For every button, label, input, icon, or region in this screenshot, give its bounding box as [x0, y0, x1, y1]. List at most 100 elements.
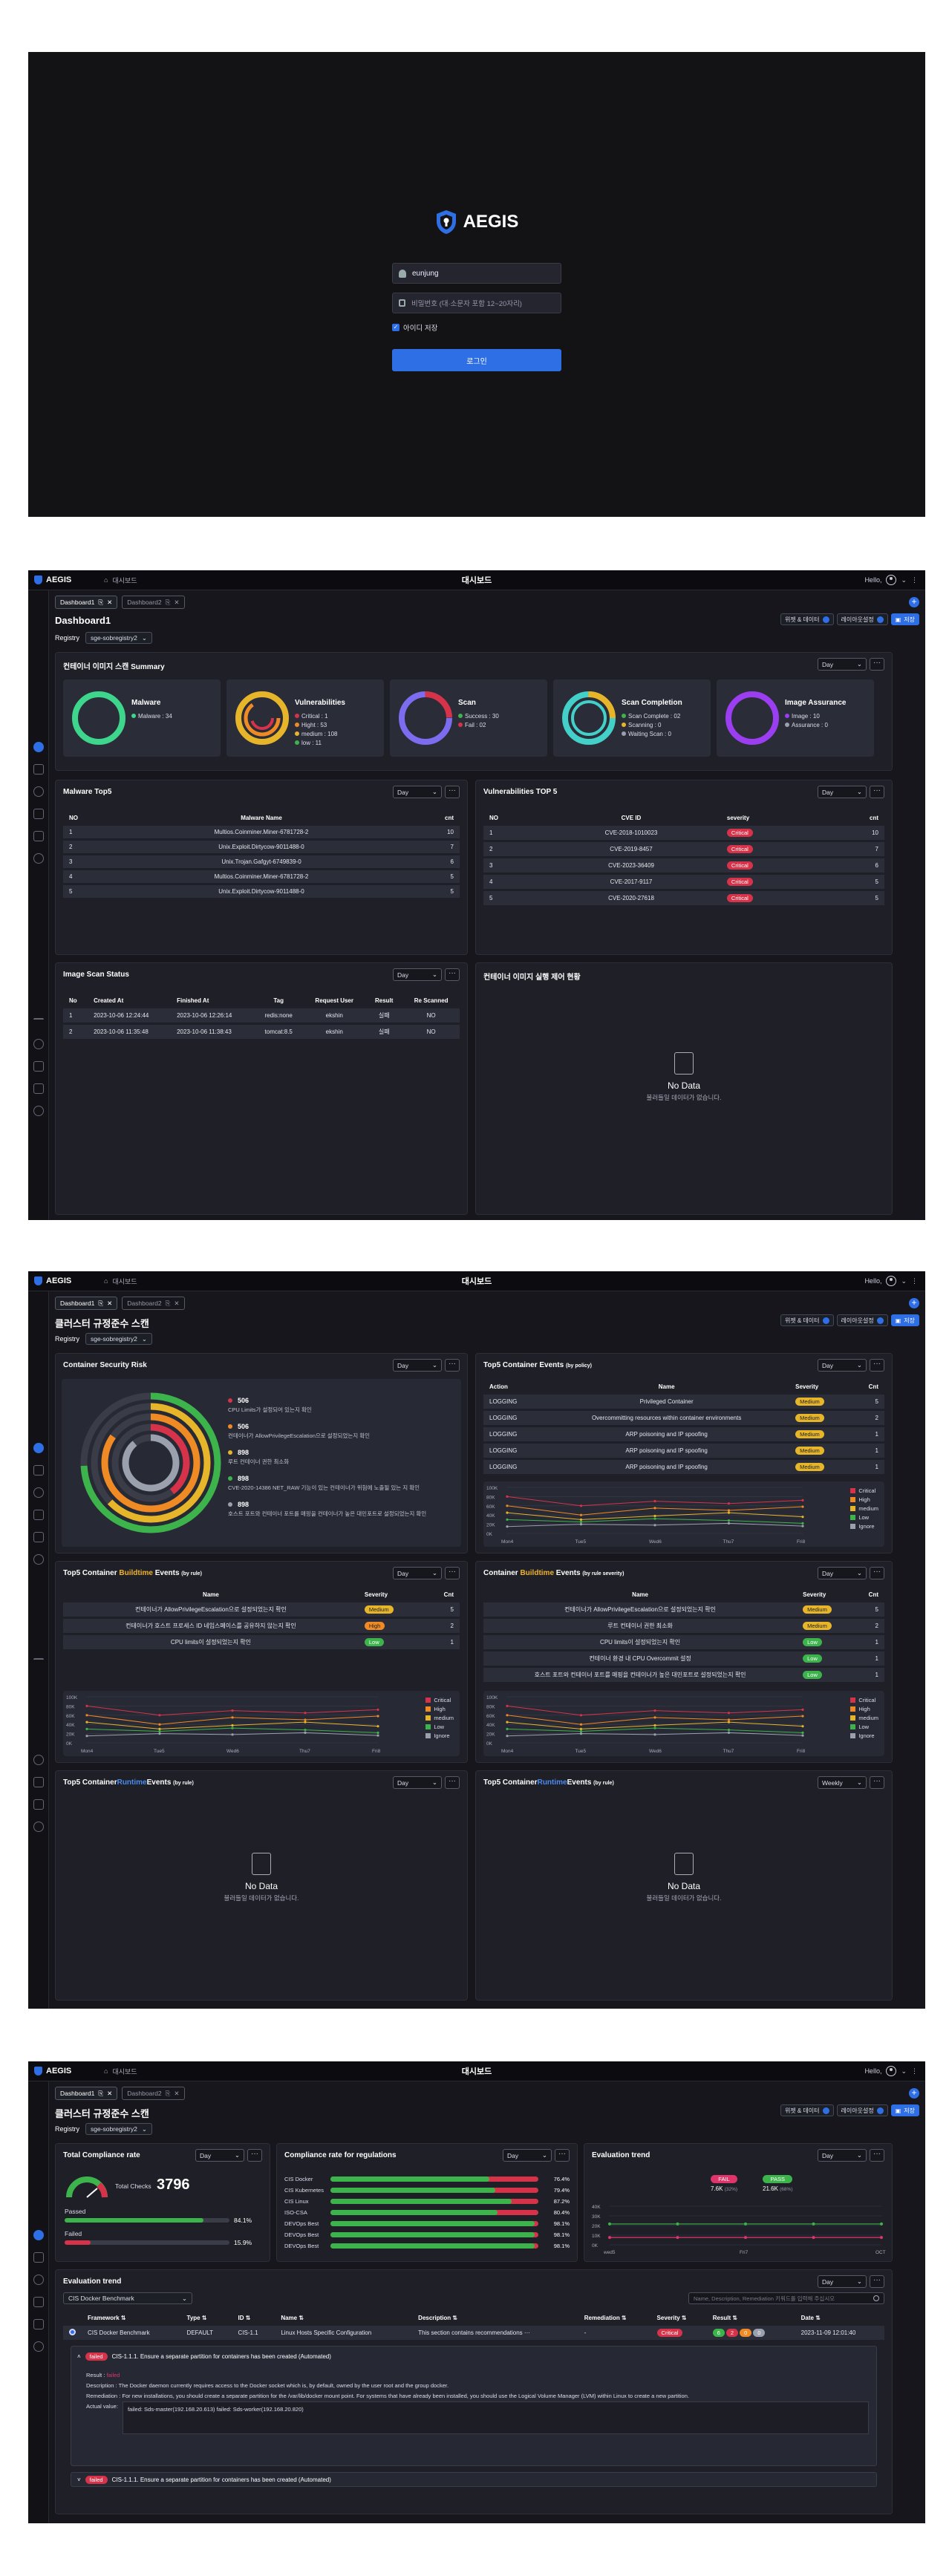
- table-row[interactable]: 컨테이너 환경 내 CPU Overcommit 설정 Low 1: [483, 1651, 884, 1666]
- home-icon[interactable]: ⌂: [104, 1277, 108, 1285]
- gear-icon[interactable]: [33, 853, 44, 864]
- link-icon[interactable]: ⎘: [165, 1299, 171, 1307]
- add-tab-button[interactable]: +: [909, 597, 919, 607]
- row-radio-cell[interactable]: [63, 2326, 82, 2340]
- username-field[interactable]: eunjung: [392, 263, 561, 284]
- dashboard-icon[interactable]: [33, 2230, 44, 2240]
- more-button[interactable]: ···: [870, 1359, 884, 1372]
- table-header-cell[interactable]: Date ⇅: [800, 2315, 821, 2321]
- save-button[interactable]: ▣ 저장: [890, 2104, 919, 2116]
- table-header-cell[interactable]: Type ⇅: [186, 2315, 207, 2321]
- widget-data-button[interactable]: 위젯 & 데이터: [780, 613, 834, 625]
- policy-icon[interactable]: [33, 809, 44, 819]
- more-vertical-icon[interactable]: ⋮: [911, 575, 918, 584]
- search-input[interactable]: Name, Description, Remediation 키워드를 입력해 …: [688, 2292, 884, 2304]
- search-icon[interactable]: [33, 1487, 44, 1498]
- widget-data-button[interactable]: 위젯 & 데이터: [780, 1314, 834, 1326]
- table-header-cell[interactable]: Result ⇅: [712, 2315, 738, 2321]
- lock-icon[interactable]: [33, 1532, 44, 1542]
- detail-header[interactable]: ˄ failed CIS-1.1.1. Ensure a separate pa…: [77, 2352, 331, 2361]
- table-header-cell[interactable]: Remediation ⇅: [584, 2315, 627, 2321]
- table-row[interactable]: LOGGING ARP poisoning and IP spoofing Medi…: [483, 1444, 884, 1458]
- table-row[interactable]: 호스트 포트와 컨테이너 포트를 매핑을 컨테이너가 높은 대민포트로 설정되었…: [483, 1668, 884, 1682]
- dashboard-icon[interactable]: [33, 742, 44, 752]
- avatar-icon[interactable]: [886, 575, 897, 585]
- topbar-logo[interactable]: AEGIS: [34, 1276, 94, 1285]
- link-icon[interactable]: ⎘: [165, 598, 171, 606]
- detail-collapsed-row[interactable]: ˅ failed CIS-1.1.1. Ensure a separate pa…: [71, 2472, 877, 2487]
- lock-icon[interactable]: [33, 1799, 44, 1810]
- radio-selected-icon[interactable]: [69, 2329, 76, 2335]
- chevron-down-icon[interactable]: ⌄: [901, 575, 907, 584]
- close-icon[interactable]: ✕: [107, 1299, 113, 1307]
- framework-select[interactable]: CIS Docker Benchmark ⌄: [63, 2292, 192, 2304]
- password-field[interactable]: 비밀번호 (대·소문자 포함 12~20자리): [392, 293, 561, 313]
- table-row[interactable]: 컨테이너가 AllowPrivilegeEscalation으로 설정되었는지 …: [483, 1602, 884, 1617]
- period-select[interactable]: Day ⌄: [818, 786, 867, 798]
- topbar-logo[interactable]: AEGIS: [34, 575, 94, 584]
- table-header-cell[interactable]: Description ⇅: [418, 2315, 458, 2321]
- lock-icon[interactable]: [33, 2319, 44, 2329]
- period-select[interactable]: Day ⌄: [393, 1776, 442, 1789]
- tab-dashboard2[interactable]: Dashboard2 ⎘ ✕: [122, 1297, 185, 1310]
- close-icon[interactable]: ✕: [174, 1299, 180, 1307]
- search-icon[interactable]: [33, 786, 44, 797]
- remember-checkbox-row[interactable]: ✓ 아이디 저장: [392, 322, 437, 333]
- more-button[interactable]: ···: [445, 1776, 460, 1789]
- period-select[interactable]: Day ⌄: [393, 1567, 442, 1579]
- table-row[interactable]: 5 Unix.Exploit.Dirtycow-9011488-0 5: [63, 885, 460, 898]
- more-button[interactable]: ···: [870, 2149, 884, 2162]
- table-row[interactable]: 루트 컨테이너 권한 최소화 Medium 2: [483, 1619, 884, 1633]
- more-button[interactable]: ···: [445, 1567, 460, 1579]
- search-icon[interactable]: [33, 2275, 44, 2285]
- table-row[interactable]: LOGGING Overcommitting resources within c…: [483, 1411, 884, 1425]
- registry-select[interactable]: sge-sobregistry2 ⌄: [85, 1333, 152, 1345]
- link-icon[interactable]: ⎘: [98, 598, 104, 606]
- user-menu[interactable]: Hello, ⌄ ⋮: [864, 575, 918, 585]
- breadcrumb-item[interactable]: 대시보드: [112, 576, 137, 584]
- table-row[interactable]: 2 Unix.Exploit.Dirtycow-9011488-0 7: [63, 841, 460, 853]
- table-row[interactable]: CPU limits이 설정되었는지 확인 Low 1: [483, 1635, 884, 1649]
- layout-button[interactable]: 레이아웃설정: [836, 2104, 888, 2116]
- table-row[interactable]: 2 CVE-2019-8457 Critical 7: [483, 842, 884, 856]
- registry-select[interactable]: sge-sobregistry2 ⌄: [85, 632, 152, 644]
- search-icon[interactable]: [33, 1039, 44, 1049]
- dashboard-icon[interactable]: [33, 1443, 44, 1453]
- table-header-cell[interactable]: ID ⇅: [238, 2315, 251, 2321]
- period-select[interactable]: Day ⌄: [393, 968, 442, 981]
- login-button[interactable]: 로그인: [392, 349, 561, 371]
- close-icon[interactable]: ✕: [107, 598, 113, 606]
- table-row[interactable]: 컨테이너가 AllowPrivilegeEscalation으로 설정되었는지 …: [63, 1602, 460, 1617]
- collapse-icon[interactable]: [33, 1658, 44, 1661]
- table-row[interactable]: LOGGING ARP poisoning and IP spoofing Medi…: [483, 1460, 884, 1474]
- period-select[interactable]: Day ⌄: [195, 2149, 244, 2162]
- table-header-cell[interactable]: Framework ⇅: [88, 2315, 126, 2321]
- more-button[interactable]: ···: [870, 2275, 884, 2288]
- add-tab-button[interactable]: +: [909, 1298, 919, 1308]
- chevron-down-icon[interactable]: ⌄: [901, 1276, 907, 1285]
- monitor-icon[interactable]: [33, 764, 44, 775]
- more-button[interactable]: ···: [445, 786, 460, 798]
- registry-select[interactable]: sge-sobregistry2 ⌄: [85, 2123, 152, 2135]
- user-menu[interactable]: Hello, ⌄ ⋮: [864, 1276, 918, 1286]
- table-row[interactable]: 3 CVE-2023-36409 Critical 6: [483, 858, 884, 873]
- more-button[interactable]: ···: [247, 2149, 262, 2162]
- more-button[interactable]: ···: [870, 1567, 884, 1579]
- collapse-icon[interactable]: [33, 1018, 44, 1021]
- period-select[interactable]: Day ⌄: [818, 1359, 867, 1372]
- gear-icon[interactable]: [33, 1822, 44, 1832]
- layout-button[interactable]: 레이아웃설정: [836, 1314, 888, 1326]
- chevron-down-icon[interactable]: ˅: [77, 2476, 81, 2483]
- more-vertical-icon[interactable]: ⋮: [911, 1276, 918, 1285]
- table-row[interactable]: 2 2023-10-06 11:35:48 2023-10-06 11:38:43 t…: [63, 1025, 460, 1039]
- policy-icon[interactable]: [33, 1510, 44, 1520]
- breadcrumb-item[interactable]: 대시보드: [112, 1277, 137, 1285]
- link-icon[interactable]: ⎘: [98, 1299, 104, 1307]
- user-menu[interactable]: Hello, ⌄ ⋮: [864, 2066, 918, 2076]
- link-icon[interactable]: ⎘: [165, 2089, 171, 2097]
- layout-button[interactable]: 레이아웃설정: [836, 613, 888, 625]
- tab-dashboard1[interactable]: Dashboard1 ⎘ ✕: [55, 2087, 118, 2100]
- period-select[interactable]: Day ⌄: [818, 2275, 867, 2288]
- close-icon[interactable]: ✕: [174, 2089, 180, 2097]
- more-button[interactable]: ···: [870, 786, 884, 798]
